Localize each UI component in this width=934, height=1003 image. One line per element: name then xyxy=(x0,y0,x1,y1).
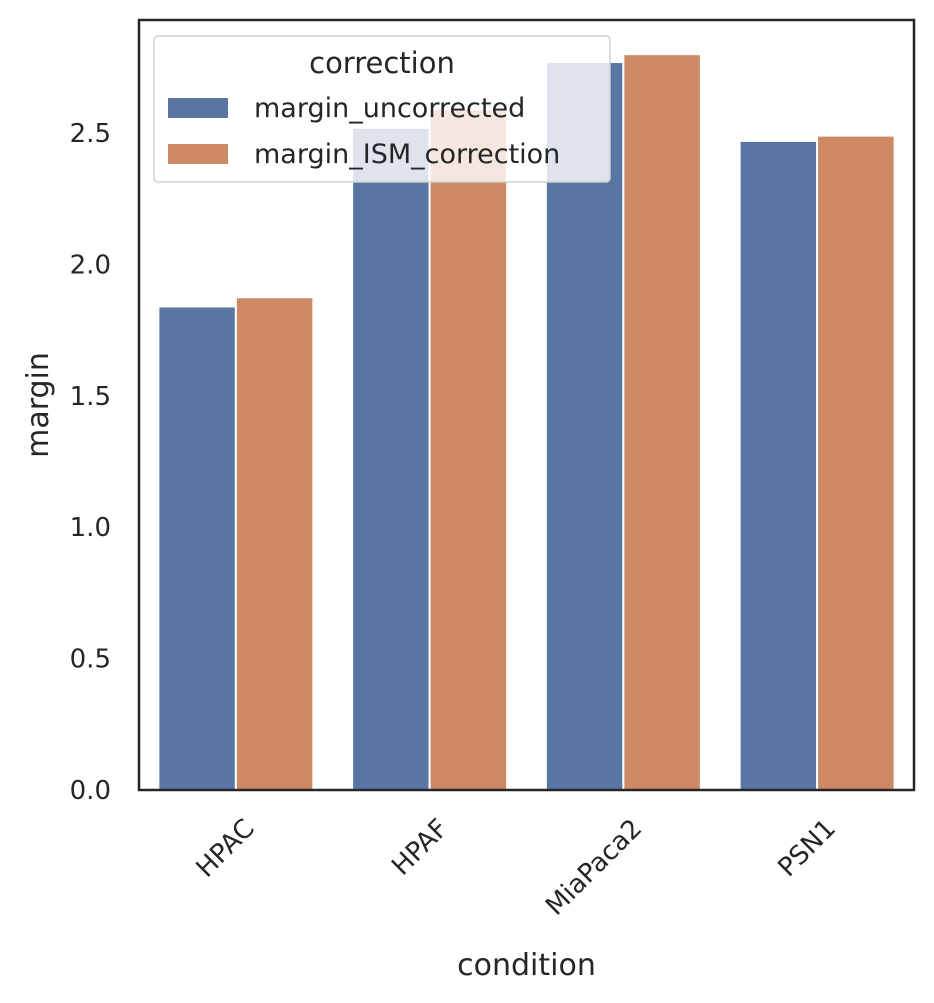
axes-frame xyxy=(137,18,916,792)
bar-HPAF-margin_ISM_correction xyxy=(428,108,509,791)
y-tick-label: 1.0 xyxy=(70,513,111,543)
legend-label-margin_uncorrected: margin_uncorrected xyxy=(254,93,525,124)
x-axis-label: condition xyxy=(457,948,596,983)
bar-HPAF-margin_uncorrected xyxy=(351,126,431,791)
legend-label-margin_ISM_correction: margin_ISM_correction xyxy=(254,139,560,170)
legend: correction margin_uncorrected margin_ISM_… xyxy=(153,35,611,183)
y-tick-label: 1.5 xyxy=(70,382,111,412)
bar-MiaPaca2-margin_ISM_correction xyxy=(622,53,702,792)
bar-PSN1-margin_uncorrected xyxy=(738,139,819,791)
y-axis-label: margin xyxy=(21,352,56,458)
legend-swatch-margin_ISM_correction xyxy=(168,144,228,164)
legend-title: correction xyxy=(309,46,455,80)
y-tick-label: 2.0 xyxy=(70,250,111,280)
bar-HPAC-margin_ISM_correction xyxy=(234,296,315,791)
legend-items: margin_uncorrected margin_ISM_correction xyxy=(168,93,560,170)
y-tick-label: 0.0 xyxy=(70,776,111,806)
y-tick-label: 2.5 xyxy=(70,119,111,149)
bar-HPAC-margin_uncorrected xyxy=(157,305,237,791)
y-tick-labels: 0.0 0.5 1.0 1.5 2.0 2.5 xyxy=(70,119,111,806)
y-tick-label: 0.5 xyxy=(70,645,111,675)
bars-group xyxy=(157,53,896,792)
legend-box xyxy=(153,35,611,183)
bar-PSN1-margin_ISM_correction xyxy=(816,134,896,791)
bar-MiaPaca2-margin_uncorrected xyxy=(544,61,625,791)
legend-swatch-margin_uncorrected xyxy=(168,98,228,118)
